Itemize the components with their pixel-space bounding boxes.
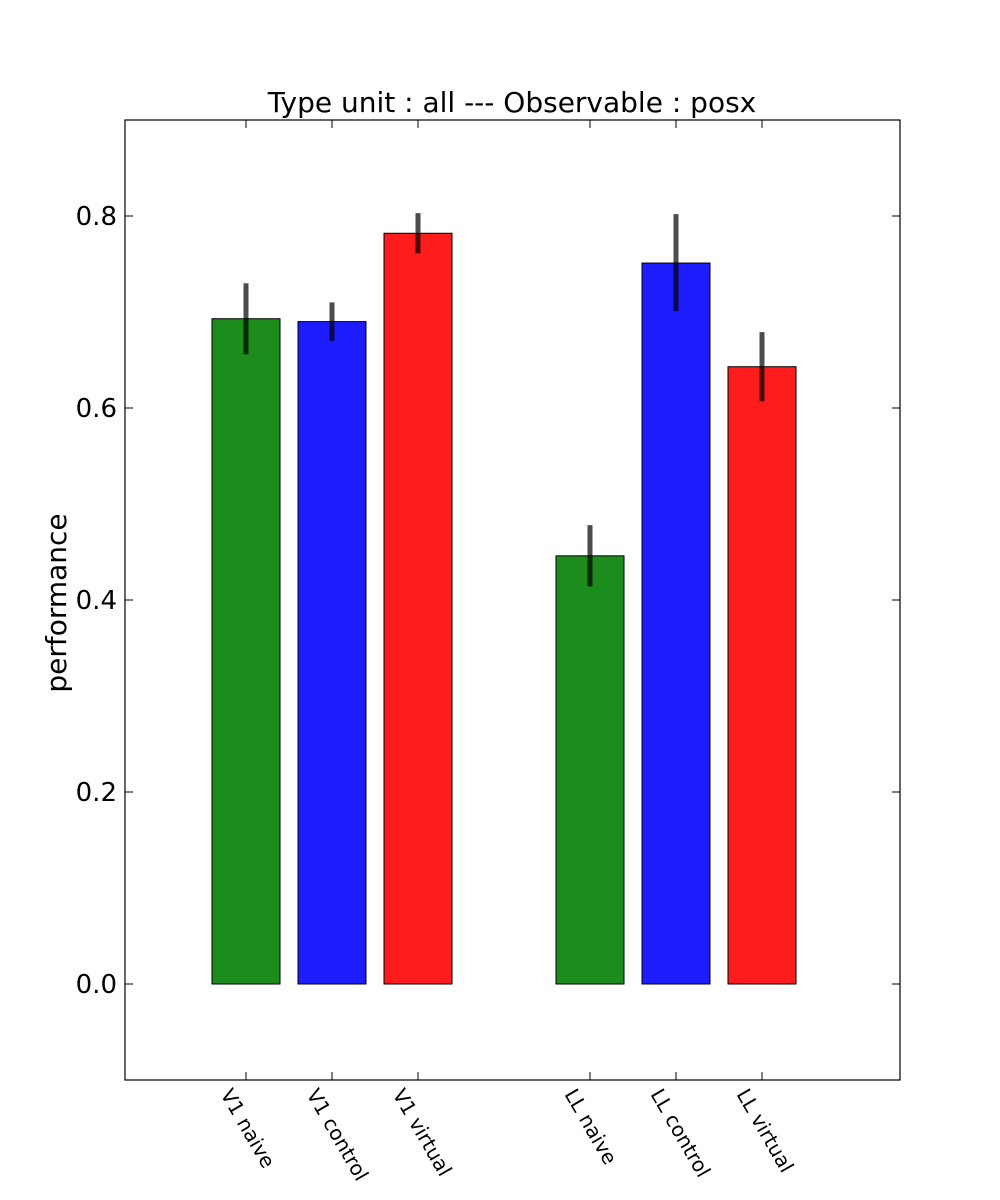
bar bbox=[555, 555, 625, 985]
chart-title: Type unit : all --- Observable : posx bbox=[267, 86, 756, 119]
x-tick-label: V1 control bbox=[302, 1085, 374, 1185]
bar bbox=[297, 321, 367, 985]
bar bbox=[727, 366, 797, 985]
y-axis-label: performance bbox=[40, 513, 73, 692]
x-tick-label: V1 naive bbox=[216, 1085, 280, 1173]
y-tick-label: 0.6 bbox=[76, 394, 117, 424]
plot-frame bbox=[124, 119, 901, 1081]
x-tick-label: V1 virtual bbox=[388, 1085, 457, 1181]
error-bars-layer bbox=[243, 213, 765, 587]
y-tick-label: 0.8 bbox=[76, 202, 117, 232]
bar bbox=[641, 262, 711, 985]
y-tick-label: 0.0 bbox=[76, 970, 117, 1000]
x-tick-label: LL naive bbox=[560, 1085, 622, 1169]
x-tick-label: LL control bbox=[646, 1085, 716, 1182]
bars-layer bbox=[211, 232, 797, 985]
bar bbox=[383, 232, 453, 985]
x-tick-label: LL virtual bbox=[732, 1085, 799, 1177]
y-tick-label: 0.2 bbox=[76, 778, 117, 808]
y-tick-label: 0.4 bbox=[76, 586, 117, 616]
bar bbox=[211, 318, 281, 985]
